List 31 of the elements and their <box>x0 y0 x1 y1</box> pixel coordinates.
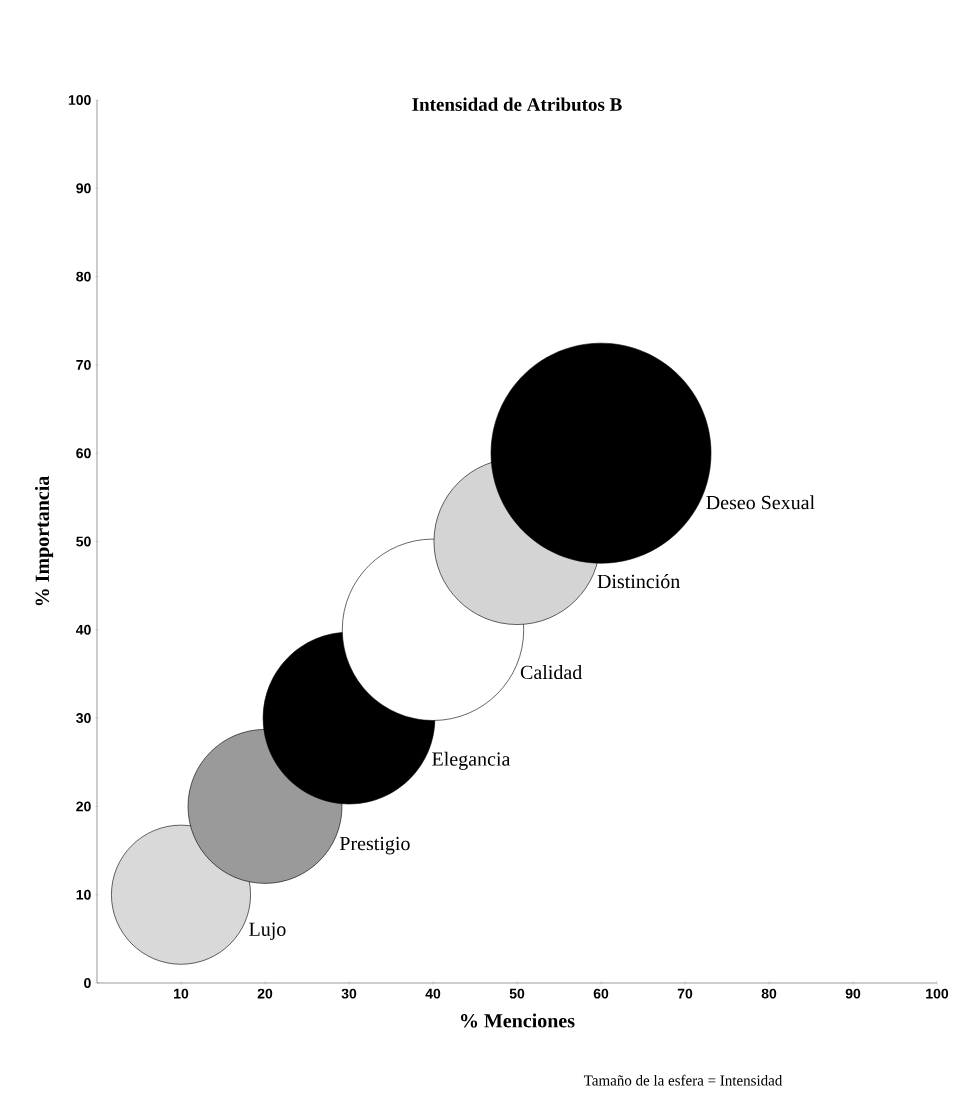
x-tick-label: 40 <box>425 988 441 999</box>
y-tick-label: 80 <box>76 271 91 282</box>
x-tick-label: 100 <box>926 988 949 999</box>
y-tick-label: 0 <box>84 978 91 988</box>
y-tick-label: 20 <box>76 801 91 812</box>
x-tick-label: 60 <box>593 988 609 999</box>
y-tick-label: 70 <box>76 359 91 370</box>
y-tick-label: 60 <box>76 448 91 459</box>
x-axis-title: % Menciones <box>461 1013 575 1028</box>
series-label: Elegancia <box>432 751 511 770</box>
series-label: Calidad <box>520 665 583 680</box>
x-tick-label: 80 <box>761 988 777 999</box>
y-tick-label: 10 <box>76 889 91 900</box>
y-tick-label: 50 <box>76 536 91 547</box>
x-tick-label: 70 <box>677 988 693 999</box>
y-tick-label: 90 <box>76 183 91 194</box>
series-label: Distinción <box>597 574 680 589</box>
x-tick-label: 90 <box>845 988 861 999</box>
x-tick-label: 20 <box>257 988 273 999</box>
y-axis-title: % Importancia <box>34 475 54 606</box>
x-tick-label: 30 <box>341 988 357 999</box>
series-label: Lujo <box>249 922 286 941</box>
x-tick-label: 50 <box>509 988 525 999</box>
y-tick-label: 30 <box>76 713 91 724</box>
x-tick-label: 10 <box>174 988 189 999</box>
y-tick-label: 100 <box>68 95 91 105</box>
y-tick-label: 40 <box>75 624 91 635</box>
series-label: Prestigio <box>339 836 410 855</box>
chart-title: Intensidad de Atributos B <box>412 97 622 111</box>
text: Tamaño de la esfera = Intensidad <box>583 1074 783 1086</box>
series-label: Deseo Sexual <box>706 495 815 510</box>
